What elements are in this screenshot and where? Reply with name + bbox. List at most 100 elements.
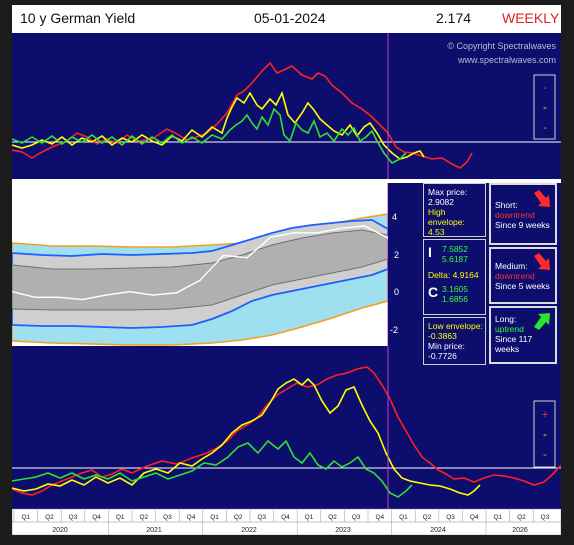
high-envelope-value: 4.53 [428,227,445,237]
quarter-tick-label: Q4 [281,514,290,521]
quarter-tick-label: Q4 [470,514,479,521]
price-point [81,298,84,301]
long-label: Long: [495,314,517,324]
quarter-tick-label: Q4 [92,514,101,521]
price-point [293,232,295,234]
delta-value: Delta: 4.9164 [428,270,479,280]
year-label: 2022 [241,527,257,534]
i-value-2: 5.6187 [442,254,468,264]
price-point [105,294,107,296]
quarter-tick-label: Q3 [541,514,550,521]
min-price-box: Low envelope: -0.3863 Min price: -0.7726 [423,317,486,365]
high-envelope-label: High envelope: [428,207,465,227]
top-osc-medium-line [12,90,425,160]
scale-label-4b: 4 [392,212,397,222]
long-since: Since 117 weeks [495,334,533,354]
max-price-label: Max price: [428,187,468,197]
price-point [12,290,13,293]
price-point [363,225,366,227]
website-text: www.spectralwaves.com [457,55,556,65]
chart-frame: 10 y German Yield 05-01-2024 2.174 WEEKL… [12,5,561,535]
price-point [175,291,178,294]
year-label: 2021 [146,527,162,534]
quarter-tick-label: Q2 [328,514,337,521]
i-label: I [428,244,432,260]
bottom-legend-short: + [542,409,548,421]
c-value-1: 3.1605 [442,284,468,294]
chart-date: 05-01-2024 [254,10,326,26]
down-arrow-icon [534,190,550,207]
medium-since: Since 5 weeks [495,281,550,291]
bottom-osc-medium-line [12,377,481,496]
long-trend: uptrend [495,324,524,334]
price-point [128,290,131,293]
quarter-ticks: Q1 Q2 Q3 Q4 Q1 Q2 Q3 Q4 Q1 Q2 Q3 Q4 Q1 Q2 Q3 Q4 Q1 Q2 Q3 Q4… [13,510,550,522]
timeframe-label: WEEKLY [502,10,560,26]
top-legend-box [533,74,556,140]
copyright-text: © Copyright Spectralwaves [447,41,556,51]
price-point [152,294,154,296]
c-label: C [428,284,439,300]
quarter-tick-label: Q2 [139,514,148,521]
price-line-group [12,225,389,301]
down-arrow-icon [534,253,550,270]
top-osc-long-line [12,107,407,165]
low-envelope-value: -0.3863 [428,331,457,341]
year-label: 2020 [52,527,68,534]
last-price: 2.174 [436,10,472,26]
price-point [58,296,60,299]
year-label: 2023 [335,527,351,534]
top-osc-short-line [12,61,473,169]
top-legend-medium: - [543,102,547,114]
year-label: 2024 [430,527,446,534]
quarter-tick-label: Q3 [163,514,172,521]
scale-label-2b: 2 [394,250,399,260]
medium-label: Medium: [495,261,528,271]
quarter-tick-label: Q2 [45,514,54,521]
bottom-osc-short-line [12,366,561,496]
max-price-value: 2.9082 [428,197,454,207]
top-panel [12,33,561,179]
price-point [340,227,342,230]
quarter-tick-label: Q2 [517,514,526,521]
quarter-tick-label: Q1 [493,514,502,521]
scale-label-neg2b: -2 [390,325,398,335]
quarter-tick-label: Q3 [69,514,78,521]
short-label: Short: [495,200,518,210]
chart-header: 10 y German Yield 05-01-2024 2.174 WEEKL… [12,5,561,31]
quarter-tick-label: Q3 [352,514,361,521]
quarter-tick-label: Q2 [234,514,243,521]
quarter-tick-label: Q1 [116,514,125,521]
bottom-panel [12,346,561,509]
price-point [222,254,225,257]
delta-box: I 7.5852 5.6187 Delta: 4.9164 C 3.1605 1… [423,239,486,315]
bottom-osc-long-line [12,439,413,498]
bottom-legend-long: - [543,449,547,461]
scale-bg [388,183,423,346]
quarter-tick-label: Q1 [305,514,314,521]
min-price-value: -0.7726 [428,351,457,361]
instrument-title: 10 y German Yield [20,10,136,26]
price-point [269,236,272,239]
short-signal-box: Short: downtrend Since 9 weeks [489,183,557,245]
year-labels: 2020 2021 2022 2023 2024 2026 [52,522,528,535]
quarter-tick-label: Q3 [446,514,455,521]
price-point [316,232,319,234]
price-point [199,279,201,282]
top-legend-short: - [543,82,547,94]
medium-trend: downtrend [495,271,535,281]
year-label: 2026 [512,527,528,534]
i-value-1: 7.5852 [442,244,468,254]
quarter-tick-label: Q1 [399,514,408,521]
top-legend-long: - [543,122,547,134]
price-point [246,256,248,259]
bottom-legend-medium: - [543,429,547,441]
long-signal-box: Long: uptrend Since 117 weeks [489,306,557,364]
scale-label-0b: 0 [394,287,399,297]
short-trend: downtrend [495,210,535,220]
c-value-2: 1.6856 [442,294,468,304]
low-envelope-label: Low envelope: [428,321,483,331]
quarter-tick-label: Q1 [210,514,219,521]
short-since: Since 9 weeks [495,220,550,230]
quarter-tick-label: Q1 [21,514,30,521]
